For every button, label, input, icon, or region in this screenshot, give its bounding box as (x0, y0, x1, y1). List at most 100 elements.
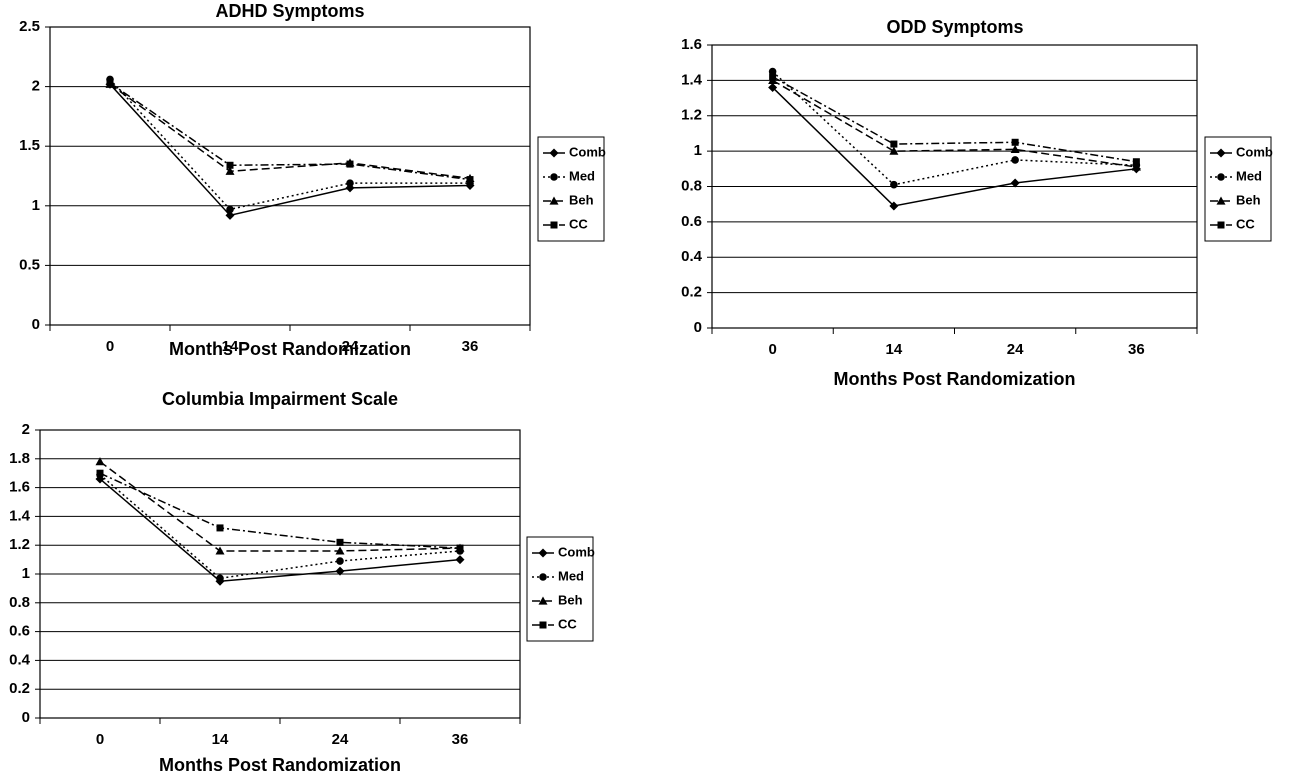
legend-label: Comb (558, 544, 595, 559)
marker (336, 557, 344, 565)
legend-label: Comb (569, 144, 606, 159)
marker (106, 79, 114, 87)
marker (538, 548, 548, 558)
y-tick-label: 0.8 (9, 594, 30, 611)
marker (215, 546, 225, 555)
series-line (772, 86, 1137, 207)
marker (549, 196, 559, 205)
marker (1216, 148, 1226, 158)
marker (539, 621, 547, 629)
y-tick-label: 0.8 (681, 177, 702, 194)
y-tick-label: 2.5 (19, 18, 40, 35)
legend-label: Med (1236, 168, 1262, 183)
series-line (109, 82, 471, 181)
y-tick-label: 0.2 (681, 284, 702, 301)
marker (216, 524, 224, 532)
marker (455, 555, 465, 565)
marker (96, 469, 104, 477)
y-tick-label: 2 (22, 421, 30, 438)
marker (335, 546, 345, 555)
marker (225, 210, 235, 220)
y-tick-label: 0.2 (9, 680, 30, 697)
y-tick-label: 0 (694, 319, 702, 336)
marker (226, 205, 234, 214)
marker (890, 180, 898, 189)
chart-title: ADHD Symptoms (215, 1, 364, 21)
x-tick-label: 0 (96, 731, 104, 748)
marker (549, 148, 559, 158)
legend-box (1204, 136, 1272, 242)
x-axis-label: Months Post Randomization (834, 369, 1076, 389)
marker (346, 160, 354, 168)
plot-frame (49, 26, 531, 326)
marker (1217, 221, 1225, 229)
marker (889, 146, 899, 155)
marker (466, 176, 474, 184)
series-line (99, 472, 461, 549)
y-tick-label: 0.6 (681, 213, 702, 230)
series-line (99, 478, 461, 582)
legend-label: Med (569, 168, 595, 183)
series-line (772, 70, 1137, 186)
y-tick-label: 1.4 (681, 71, 703, 88)
series-line (109, 83, 471, 180)
marker (335, 566, 345, 576)
marker (336, 538, 344, 546)
y-tick-label: 0.4 (9, 651, 31, 668)
x-tick-label: 14 (222, 338, 239, 355)
legend-label: CC (1236, 216, 1255, 231)
legend-label: CC (558, 616, 577, 631)
marker (456, 544, 464, 552)
marker (890, 140, 898, 148)
y-tick-label: 1.5 (19, 137, 40, 154)
marker (1010, 178, 1020, 188)
legend-label: Comb (1236, 144, 1273, 159)
series-line (109, 78, 470, 211)
x-tick-label: 24 (1007, 341, 1024, 358)
x-tick-label: 0 (106, 338, 114, 355)
x-axis-label: Months Post Randomization (159, 755, 401, 775)
x-tick-label: 36 (452, 731, 469, 748)
y-tick-label: 0 (32, 316, 40, 333)
x-axis-label: Months Post Randomization (169, 339, 411, 359)
chart-title: ODD Symptoms (886, 17, 1023, 37)
y-tick-label: 1.4 (9, 507, 31, 524)
x-tick-label: 0 (768, 341, 776, 358)
x-tick-label: 24 (332, 731, 349, 748)
marker (539, 573, 547, 581)
marker (550, 173, 558, 181)
y-tick-label: 0.6 (9, 623, 30, 640)
marker (1011, 138, 1019, 146)
marker (1010, 144, 1020, 153)
marker (768, 82, 778, 92)
marker (1216, 196, 1226, 205)
marker (1131, 162, 1141, 171)
y-tick-label: 1.6 (681, 36, 702, 53)
marker (550, 221, 558, 229)
y-tick-label: 1 (22, 565, 30, 582)
marker (1217, 173, 1225, 181)
legend-label: Med (558, 568, 584, 583)
marker (538, 596, 548, 605)
legend-label: Beh (1236, 192, 1261, 207)
chart-title: Columbia Impairment Scale (162, 389, 398, 409)
y-tick-label: 1 (694, 142, 702, 159)
y-tick-label: 1 (32, 197, 40, 214)
marker (226, 161, 234, 169)
y-tick-label: 1.6 (9, 479, 30, 496)
marker (95, 457, 105, 466)
y-tick-label: 0.5 (19, 256, 40, 273)
marker (225, 166, 235, 175)
legend-box (526, 536, 594, 642)
marker (1132, 158, 1140, 166)
marker (769, 73, 777, 81)
y-tick-label: 1.2 (9, 536, 30, 553)
x-tick-label: 14 (886, 341, 903, 358)
marker (889, 201, 899, 211)
y-tick-label: 0.4 (681, 248, 703, 265)
marker (346, 179, 354, 187)
y-tick-label: 2 (32, 78, 40, 95)
series-line (772, 79, 1137, 168)
legend-label: Beh (558, 592, 583, 607)
